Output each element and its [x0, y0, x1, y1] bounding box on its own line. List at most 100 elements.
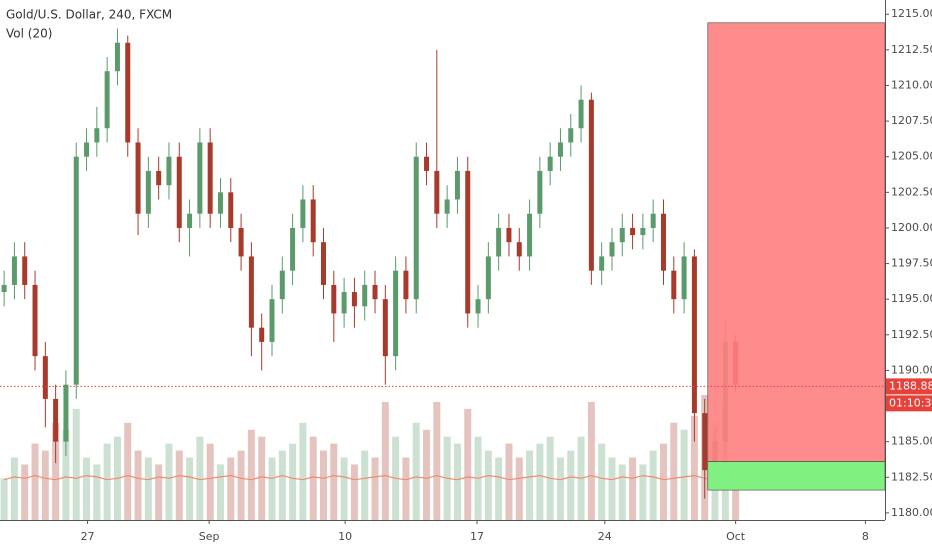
volume-bar	[144, 457, 152, 520]
volume-bar	[52, 422, 60, 520]
volume-bar	[186, 457, 194, 520]
candle-body	[187, 213, 193, 228]
volume-bar	[598, 443, 606, 520]
candle-body	[207, 142, 213, 214]
candle-body	[465, 170, 471, 314]
volume-bar	[453, 443, 461, 520]
volume-bar	[165, 443, 173, 520]
volume-bar	[423, 429, 431, 520]
volume-bar	[680, 429, 688, 520]
volume-bar	[62, 429, 70, 520]
plot-area	[0, 28, 740, 520]
candle-body	[588, 99, 594, 271]
x-tick-label: 27	[81, 530, 95, 543]
candle-body	[671, 270, 677, 300]
candle-body	[609, 242, 615, 257]
volume-bar	[402, 457, 410, 520]
target-zone	[707, 461, 886, 491]
candle-body	[702, 413, 708, 471]
volume-bar	[412, 422, 420, 520]
y-tick-label: 1212.50	[891, 43, 932, 56]
candle-body	[300, 199, 306, 228]
candle-body	[341, 292, 347, 314]
candle-body	[424, 156, 430, 171]
volume-bar	[216, 464, 224, 520]
timer-box	[886, 395, 932, 412]
chart-title: Gold/U.S. Dollar, 240, FXCM	[6, 8, 172, 22]
volume-bar	[196, 436, 204, 520]
volume-bar	[567, 450, 575, 520]
stop-zone	[707, 22, 886, 462]
volume-bar	[350, 464, 358, 520]
volume-bar	[83, 457, 91, 520]
candle-body	[403, 270, 409, 300]
candle-body	[660, 213, 666, 271]
volume-bar	[289, 443, 297, 520]
candle-body	[269, 299, 275, 342]
candle-body	[382, 299, 388, 357]
candle-body	[362, 284, 368, 307]
x-tick-label: 24	[598, 530, 612, 543]
candle-body	[506, 227, 512, 243]
volume-bar	[299, 422, 307, 520]
volume-bar	[155, 464, 163, 520]
y-tick-label: 1192.50	[891, 328, 932, 341]
volume-bar	[309, 436, 317, 520]
y-tick-label: 1190.00	[891, 363, 932, 376]
volume-bar	[618, 464, 626, 520]
candle-body	[156, 170, 162, 186]
candle-body	[434, 170, 440, 214]
candle-body	[351, 292, 357, 307]
volume-bar	[206, 443, 214, 520]
y-tick-label: 1205.00	[891, 150, 932, 163]
candle-body	[547, 156, 553, 171]
volume-bar	[268, 457, 276, 520]
candle-body	[516, 242, 522, 257]
volume-bar	[330, 443, 338, 520]
volume-bar	[237, 450, 245, 520]
x-tick-label: Oct	[726, 530, 746, 543]
y-tick-label: 1185.00	[891, 435, 932, 448]
candle-body	[73, 156, 79, 385]
volume-bar	[556, 457, 564, 520]
x-tick-label: Sep	[199, 530, 220, 543]
candle-body	[568, 128, 574, 143]
candle-body	[321, 242, 327, 285]
volume-bar	[732, 464, 740, 520]
candle-body	[393, 270, 399, 357]
timer-label: 01:10:38	[889, 396, 932, 409]
volume-bar	[649, 450, 657, 520]
candle-body	[53, 398, 59, 442]
candle-body	[537, 170, 543, 214]
candle-body	[104, 71, 110, 129]
candle-body	[248, 256, 254, 328]
candle-body	[166, 156, 172, 186]
candle-body	[63, 384, 69, 442]
volume-bar	[629, 457, 637, 520]
candle-body	[578, 99, 584, 129]
volume-bar	[381, 401, 389, 520]
candle-body	[290, 227, 296, 271]
candle-body	[238, 227, 244, 257]
volume-bar	[608, 457, 616, 520]
volume-bar	[690, 415, 698, 520]
candle-body	[599, 256, 605, 271]
candle-body	[279, 270, 285, 300]
volume-bar	[103, 443, 111, 520]
candle-body	[135, 142, 141, 214]
candle-body	[331, 284, 337, 314]
volume-bar	[31, 443, 39, 520]
volume-bar	[464, 408, 472, 520]
candle-body	[94, 128, 100, 143]
candle-body	[650, 213, 656, 228]
volume-bar	[587, 401, 595, 520]
candle-body	[11, 256, 17, 285]
volume-bar	[21, 464, 29, 520]
y-tick-label: 1195.00	[891, 292, 932, 305]
candle-body	[485, 256, 491, 300]
candle-body	[259, 327, 265, 342]
volume-bar	[72, 408, 80, 520]
candle-body	[42, 356, 48, 399]
volume-bar	[433, 401, 441, 520]
